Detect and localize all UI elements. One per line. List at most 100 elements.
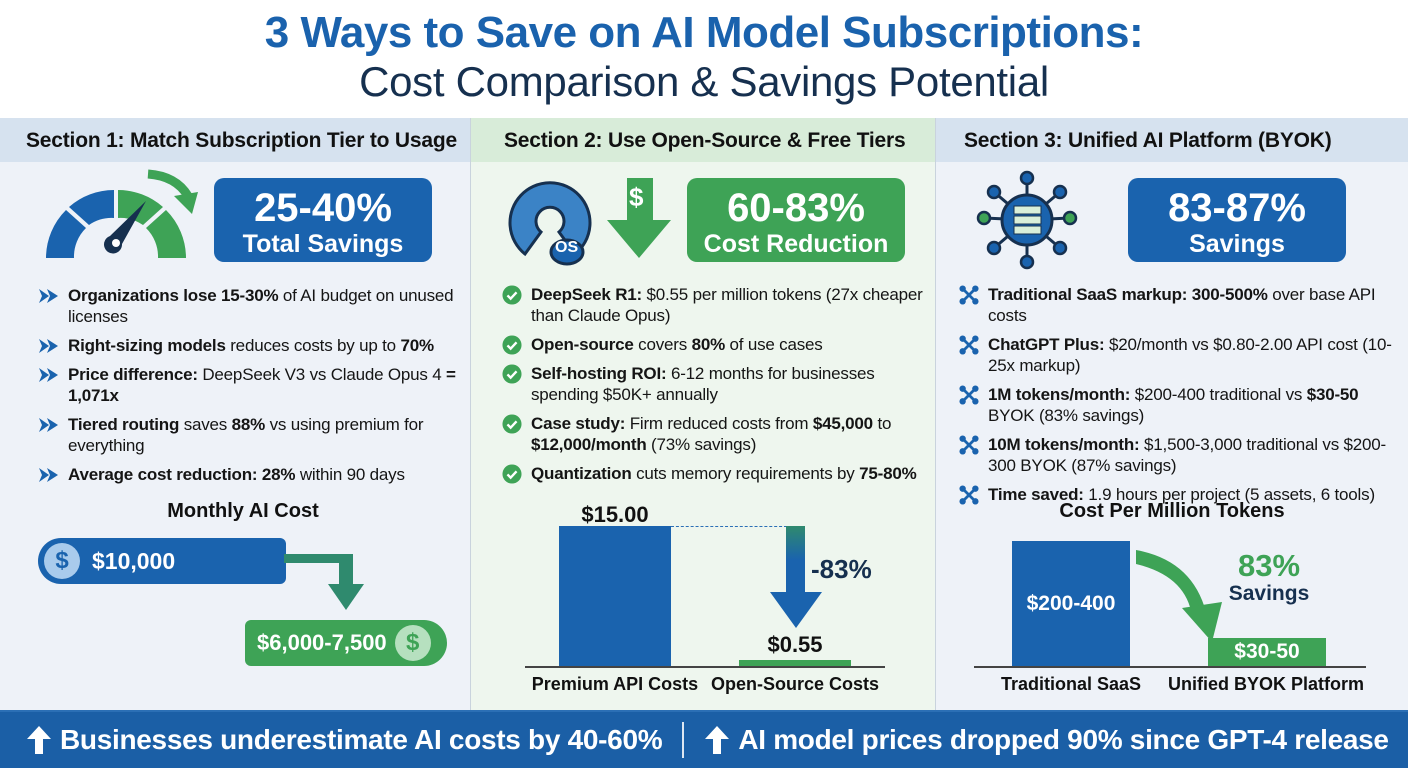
bullet-text: 6-12 months for businesses spending $50K… xyxy=(531,364,875,404)
bullet-text: BYOK (83% savings) xyxy=(988,406,1145,425)
bullet-bold: Self-hosting ROI: xyxy=(531,364,667,383)
bullet-text: DeepSeek V3 vs Claude Opus 4 xyxy=(197,365,447,384)
list-item: Organizations lose 15-30% of AI budget o… xyxy=(38,285,458,327)
bullet-text: to xyxy=(872,414,892,433)
section-3: Section 3: Unified AI Platform (BYOK) xyxy=(936,118,1408,710)
list-item: ChatGPT Plus: $20/month vs $0.80-2.00 AP… xyxy=(958,334,1404,376)
bar-value-traditional: $200-400 xyxy=(1026,592,1116,615)
double-chevron-icon xyxy=(39,418,58,432)
bullet-bold: 75-80% xyxy=(859,464,917,483)
list-item: 10M tokens/month: $1,500-3,000 tradition… xyxy=(958,434,1404,476)
footer-banner: Businesses underestimate AI costs by 40-… xyxy=(0,710,1408,768)
dollar-coin-icon: $ xyxy=(394,625,431,661)
cost-after-pill: $6,000-7,500 $ xyxy=(245,620,447,666)
footer-fact-2: AI model prices dropped 90% since GPT-4 … xyxy=(704,724,1389,756)
bar-premium xyxy=(559,526,671,666)
section-1-bullets: Organizations lose 15-30% of AI budget o… xyxy=(38,285,458,493)
bar-value-premium: $15.00 xyxy=(581,502,649,527)
bullet-bold: Time saved: xyxy=(988,485,1084,504)
list-item: Self-hosting ROI: 6-12 months for busine… xyxy=(501,363,931,405)
arrow-up-icon xyxy=(27,726,51,754)
savings-label: Savings xyxy=(1228,582,1310,605)
section-3-bullets: Traditional SaaS markup: 300-500% over b… xyxy=(958,284,1404,513)
badge-value: 25-40% xyxy=(254,186,392,230)
bullet-text: vs using premium for everything xyxy=(68,415,424,455)
badge-label: Savings xyxy=(1189,230,1285,258)
bullet-bold: Case study: xyxy=(531,414,626,433)
bullet-bold: Organizations lose 15-30% xyxy=(68,286,279,305)
badge-label: Cost Reduction xyxy=(703,230,889,258)
list-item: Case study: Firm reduced costs from $45,… xyxy=(501,413,931,455)
check-circle-icon xyxy=(502,464,522,484)
list-item: Traditional SaaS markup: 300-500% over b… xyxy=(958,284,1404,326)
savings-badge: 83-87% Savings xyxy=(1128,178,1346,262)
chart-title: Cost Per Million Tokens xyxy=(1059,500,1285,522)
bullet-bold: Traditional SaaS markup: 300-500% xyxy=(988,285,1268,304)
network-node-icon xyxy=(959,485,979,505)
gauge-icon xyxy=(46,169,198,258)
title-block: 3 Ways to Save on AI Model Subscriptions… xyxy=(0,0,1408,118)
chart-title: Monthly AI Cost xyxy=(167,500,319,522)
bar-value-open-source: $0.55 xyxy=(767,632,823,657)
bullet-text: saves xyxy=(179,415,232,434)
check-circle-icon xyxy=(502,285,522,305)
list-item: Average cost reduction: 28% within 90 da… xyxy=(38,464,458,485)
elbow-arrow-icon xyxy=(284,554,364,610)
reference-dashed-line xyxy=(671,526,787,527)
hub-network-icon xyxy=(976,170,1078,270)
list-item: Time saved: 1.9 hours per project (5 ass… xyxy=(958,484,1404,505)
cost-after-value: $6,000-7,500 xyxy=(257,630,387,655)
bullet-bold: Right-sizing models xyxy=(68,336,226,355)
bullet-bold: DeepSeek R1: xyxy=(531,285,642,304)
bullet-bold: 88% xyxy=(231,415,266,434)
bullet-text: covers xyxy=(633,335,692,354)
category-label: Unified BYOK Platform xyxy=(1167,674,1364,694)
bar-traditional-saas xyxy=(1012,541,1130,667)
section-3-heading: Section 3: Unified AI Platform (BYOK) xyxy=(936,118,1408,162)
dollar-sign: $ xyxy=(629,182,644,212)
bullet-text: $1,500-3,000 traditional vs $200-300 BYO… xyxy=(988,435,1386,475)
bullet-bold: Open-source xyxy=(531,335,634,354)
bar-byok xyxy=(1208,638,1326,667)
network-node-icon xyxy=(959,285,979,305)
down-arrow-icon xyxy=(770,526,822,628)
page-subtitle: Cost Comparison & Savings Potential xyxy=(359,58,1049,105)
bullet-text: $20/month vs $0.80-2.00 API cost (10-25x… xyxy=(988,335,1392,375)
footer-fact-text: Businesses underestimate AI costs by 40-… xyxy=(60,724,663,755)
section-1-heading: Section 1: Match Subscription Tier to Us… xyxy=(0,118,470,162)
open-source-icon xyxy=(508,181,592,266)
chart-axis xyxy=(525,666,885,668)
list-item: Right-sizing models reduces costs by up … xyxy=(38,335,458,356)
bullet-bold: 10M tokens/month: xyxy=(988,435,1140,454)
cost-before-pill: $ $10,000 xyxy=(38,538,286,584)
list-item: DeepSeek R1: $0.55 per million tokens (2… xyxy=(501,284,931,326)
list-item: 1M tokens/month: $200-400 traditional vs… xyxy=(958,384,1404,426)
bullet-text: of use cases xyxy=(725,335,823,354)
open-source-label: OS xyxy=(555,239,579,256)
bullet-text: Firm reduced costs from xyxy=(625,414,813,433)
bullet-bold: Average cost reduction: 28% xyxy=(68,465,296,484)
dollar-coin-icon: $ xyxy=(44,543,80,579)
list-item: Price difference: DeepSeek V3 vs Claude … xyxy=(38,364,458,406)
bullet-bold: Quantization xyxy=(531,464,632,483)
bullet-bold: Price difference: xyxy=(68,365,198,384)
category-label: Open-Source Costs xyxy=(710,674,880,694)
bullet-text: reduces costs by up to xyxy=(225,336,401,355)
arrow-up-icon xyxy=(705,726,730,754)
badge-value: 60-83% xyxy=(727,186,865,230)
list-item: Tiered routing saves 88% vs using premiu… xyxy=(38,414,458,456)
cost-before-value: $10,000 xyxy=(92,547,176,574)
bullet-bold: Tiered routing xyxy=(68,415,180,434)
footer-fact-1: Businesses underestimate AI costs by 40-… xyxy=(26,724,663,756)
footer-divider xyxy=(682,722,685,758)
double-chevron-icon xyxy=(39,368,58,382)
bullet-bold: 70% xyxy=(400,336,434,355)
chart-axis xyxy=(974,666,1366,668)
double-chevron-icon xyxy=(39,289,58,303)
double-chevron-icon xyxy=(39,468,58,482)
savings-badge: 25-40% Total Savings xyxy=(214,178,432,262)
double-chevron-icon xyxy=(39,339,58,353)
bullet-text: of AI budget on unused licenses xyxy=(68,286,454,326)
bar-value-byok: $30-50 xyxy=(1234,640,1300,663)
